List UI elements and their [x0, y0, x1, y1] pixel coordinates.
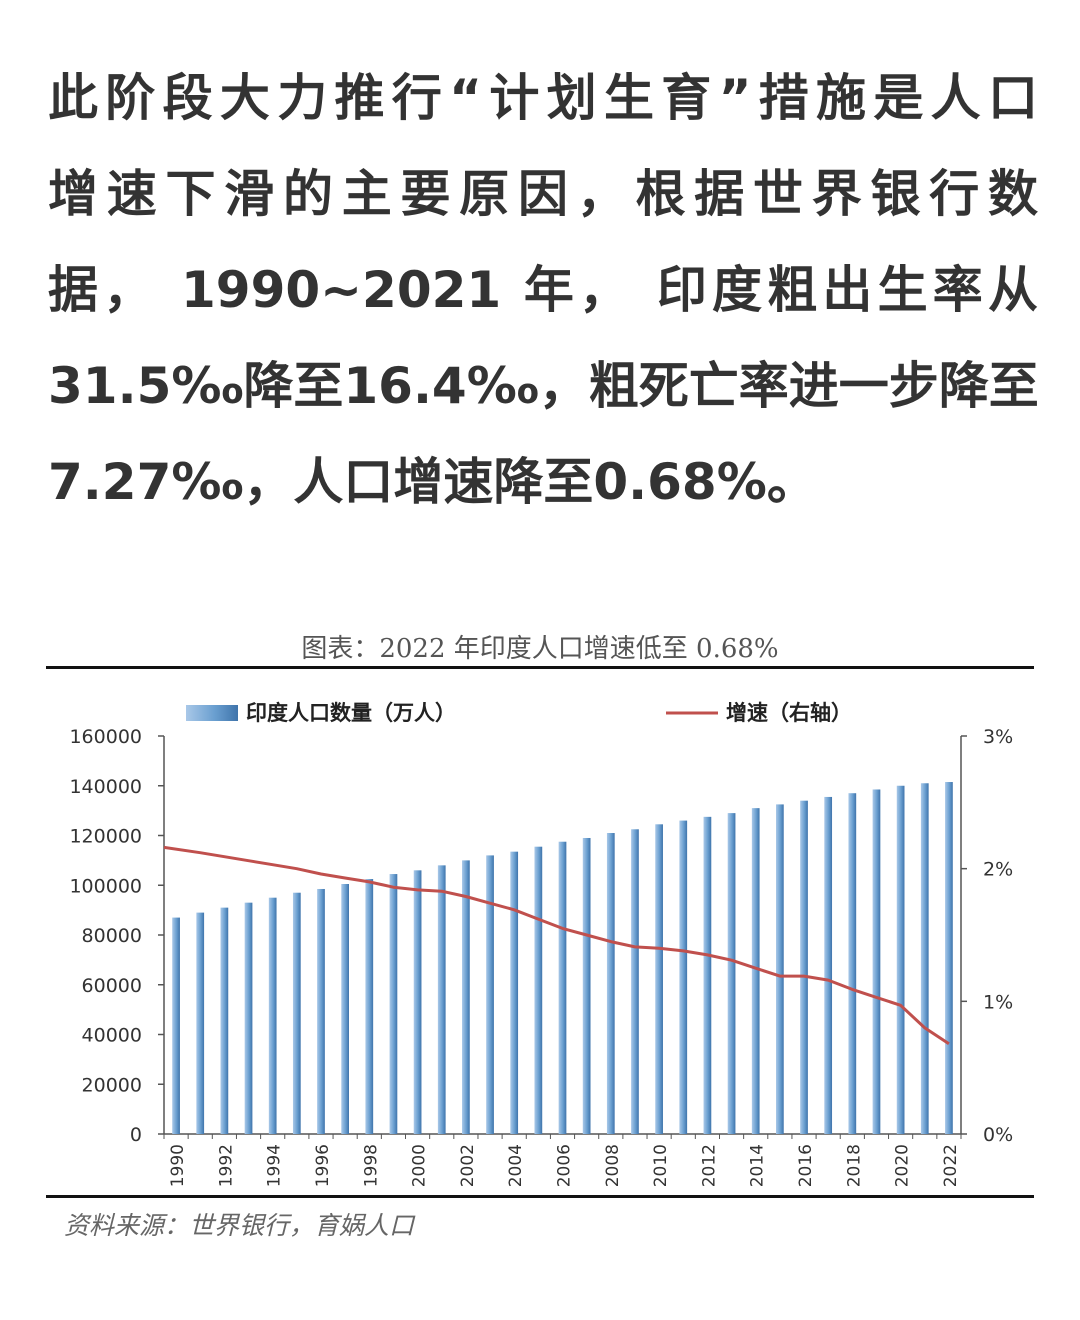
population-bar [365, 879, 374, 1134]
population-bar [341, 884, 350, 1134]
x-tick-label: 2018 [844, 1144, 864, 1187]
population-bar [437, 865, 446, 1134]
y-right-tick-label: 1% [983, 991, 1013, 1013]
y-right-tick-label: 3% [983, 726, 1013, 748]
figure-source: 资料来源：世界银行，育娲人口 [64, 1211, 415, 1240]
population-bar [534, 846, 543, 1134]
y-left-tick-label: 0 [130, 1124, 142, 1146]
y-left-tick-label: 160000 [69, 726, 142, 748]
population-bar [582, 837, 591, 1134]
population-bar [727, 813, 736, 1134]
chart-legend: 印度人口数量（万人） 增速（右轴） [186, 701, 852, 725]
y-left-tick-label: 120000 [69, 826, 142, 848]
population-bar [848, 793, 857, 1134]
population-bar [486, 855, 494, 1134]
x-tick-label: 2014 [748, 1144, 768, 1187]
population-bar [244, 902, 253, 1134]
population-bar [775, 804, 784, 1134]
article-line: 增速下滑的主要原因，根据世界银行数 [48, 165, 1038, 223]
population-bar [945, 782, 953, 1134]
y-left-tick-label: 60000 [82, 975, 142, 997]
population-bar [268, 897, 277, 1134]
x-tick-label: 1994 [265, 1144, 285, 1187]
legend-label-line: 增速（右轴） [726, 701, 852, 725]
population-bar [558, 841, 567, 1134]
population-bar [510, 851, 519, 1134]
article-line: 据， 1990~2021 年， 印度粗出生率从 [48, 261, 1038, 319]
x-tick-label: 2008 [603, 1144, 623, 1187]
x-tick-label: 2012 [699, 1144, 719, 1187]
growth-line [163, 845, 950, 1046]
article-text: 此阶段大力推行“计划生育”措施是人口 增速下滑的主要原因，根据世界银行数 据， … [48, 50, 1038, 530]
population-bar [413, 870, 422, 1134]
x-tick-label: 1990 [168, 1144, 188, 1187]
y-left-tick-label: 20000 [82, 1074, 142, 1096]
x-tick-label: 2020 [893, 1144, 913, 1187]
x-tick-label: 1998 [361, 1144, 381, 1187]
population-bars [172, 782, 953, 1134]
population-bar [462, 860, 470, 1134]
figure-bottom-rule [46, 1195, 1034, 1198]
y-left-tick-label: 140000 [69, 776, 142, 798]
y-left-tick-label: 100000 [69, 875, 142, 897]
article-line: 此阶段大力推行“计划生育”措施是人口 [48, 69, 1038, 127]
x-tick-label: 2000 [410, 1144, 430, 1187]
figure-top-rule [46, 666, 1034, 669]
population-bar [196, 912, 205, 1134]
population-growth-chart: 印度人口数量（万人） 增速（右轴） 0 20000 40000 60000 80000 1… [69, 701, 1013, 1187]
population-bar [896, 785, 905, 1134]
x-tick-label: 2016 [796, 1144, 816, 1187]
x-tick-label: 2010 [651, 1144, 671, 1187]
population-bar [389, 874, 398, 1134]
y-left-tick-label: 80000 [82, 925, 142, 947]
population-bar [655, 824, 663, 1134]
x-tick-label: 1992 [216, 1144, 236, 1187]
population-bar [317, 888, 325, 1134]
figure-title: 图表：2022 年印度人口增速低至 0.68% [301, 634, 779, 664]
growth-line-path [163, 845, 950, 1046]
population-bar [920, 783, 929, 1134]
x-tick-label: 1996 [313, 1144, 333, 1187]
legend-label-bars: 印度人口数量（万人） [246, 701, 456, 725]
article-line: 31.5‰降至16.4‰，粗死亡率进一步降至 [48, 357, 1038, 415]
y-right-tick-label: 2% [983, 859, 1013, 881]
tick-labels: 0 20000 40000 60000 80000 100000 120000 140000 1… [69, 726, 1013, 1187]
y-right-tick-label: 0% [983, 1124, 1013, 1146]
population-bar [751, 808, 760, 1134]
population-bar [292, 892, 301, 1134]
population-bar [220, 907, 229, 1134]
population-bar [703, 816, 712, 1134]
population-bar [606, 833, 615, 1134]
population-bar [824, 796, 833, 1134]
population-bar [872, 789, 881, 1134]
y-left-tick-label: 40000 [82, 1025, 142, 1047]
x-tick-label: 2006 [555, 1144, 575, 1187]
x-tick-label: 2002 [458, 1144, 478, 1187]
x-tick-label: 2004 [506, 1144, 526, 1187]
x-tick-label: 2022 [941, 1144, 961, 1187]
article-line: 7.27‰，人口增速降至0.68%。 [48, 453, 817, 511]
population-bar [679, 820, 688, 1134]
population-bar [800, 800, 808, 1134]
legend-swatch-bars [186, 705, 238, 721]
population-bar [631, 829, 639, 1134]
population-bar [172, 917, 180, 1134]
